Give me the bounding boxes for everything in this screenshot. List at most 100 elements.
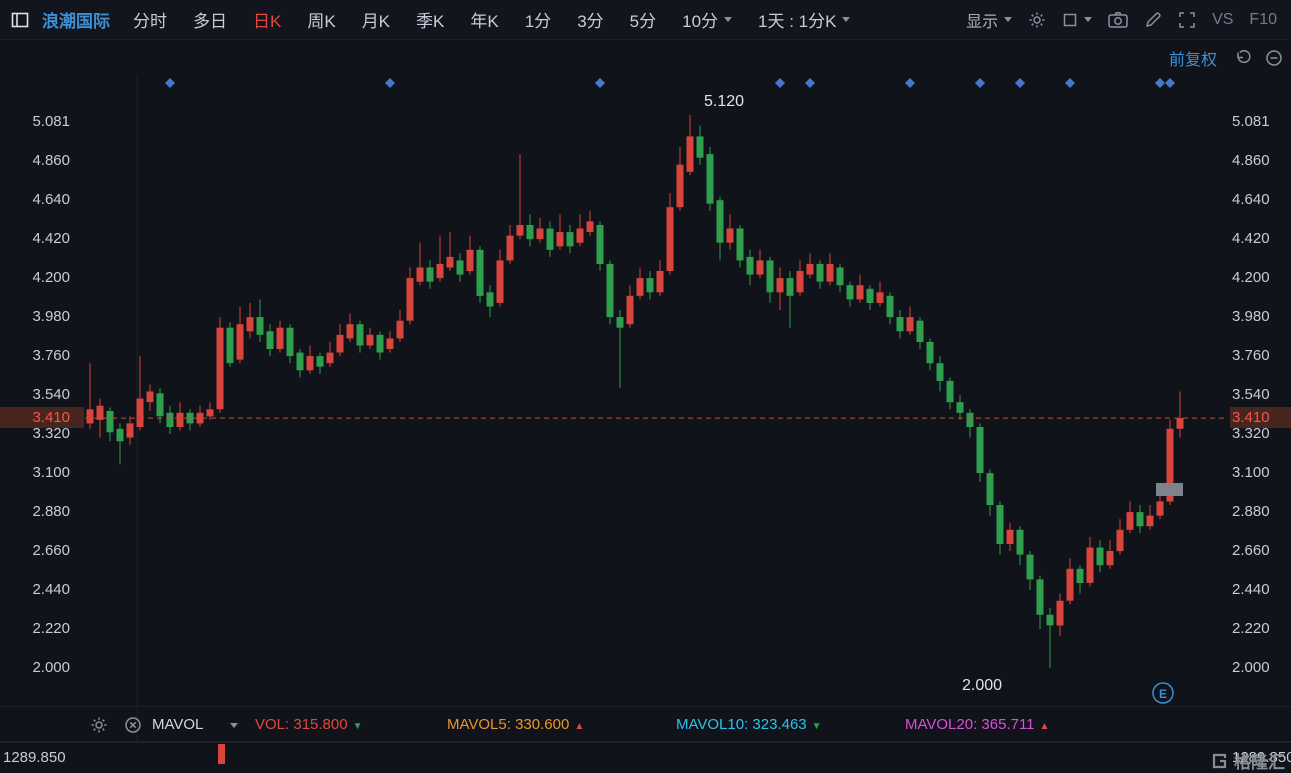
- indicator-settings-icon[interactable]: [90, 716, 108, 739]
- candle[interactable]: [516, 225, 524, 236]
- candle[interactable]: [1066, 568, 1074, 601]
- candle[interactable]: [786, 278, 794, 296]
- candle[interactable]: [576, 228, 584, 243]
- candle[interactable]: [476, 249, 484, 296]
- candle[interactable]: [956, 402, 964, 413]
- candle[interactable]: [706, 154, 714, 204]
- camera-icon[interactable]: [1108, 11, 1128, 28]
- pencil-icon[interactable]: [1144, 11, 1162, 29]
- candle[interactable]: [446, 256, 454, 268]
- event-marker-icon[interactable]: [595, 78, 605, 88]
- event-marker-icon[interactable]: [1015, 78, 1025, 88]
- candle[interactable]: [816, 263, 824, 282]
- candle[interactable]: [176, 412, 184, 427]
- candle[interactable]: [296, 352, 304, 371]
- candle[interactable]: [566, 232, 574, 247]
- candle[interactable]: [826, 263, 834, 282]
- candle[interactable]: [936, 363, 944, 381]
- event-marker-icon[interactable]: [1065, 78, 1075, 88]
- candle[interactable]: [316, 356, 324, 367]
- indicator-close-icon[interactable]: [124, 716, 142, 739]
- fullscreen-icon[interactable]: [1178, 11, 1196, 29]
- candle[interactable]: [436, 263, 444, 279]
- stock-name[interactable]: 浪潮国际: [42, 12, 110, 31]
- candle[interactable]: [396, 320, 404, 339]
- candle[interactable]: [866, 288, 874, 303]
- candle[interactable]: [496, 260, 504, 303]
- candle[interactable]: [836, 267, 844, 286]
- vs-button[interactable]: VS: [1212, 10, 1234, 28]
- indicator-name[interactable]: MAVOL: [152, 716, 204, 733]
- event-badge-circle[interactable]: [1152, 682, 1174, 704]
- candle[interactable]: [656, 271, 664, 293]
- candle[interactable]: [506, 235, 514, 261]
- candle[interactable]: [486, 292, 494, 307]
- candle[interactable]: [906, 317, 914, 332]
- candle[interactable]: [1116, 529, 1124, 552]
- candle[interactable]: [326, 352, 334, 364]
- adjust-mode-link[interactable]: 前复权: [1168, 52, 1217, 69]
- candle[interactable]: [966, 412, 974, 427]
- tab-3分[interactable]: 3分: [577, 12, 604, 31]
- candle[interactable]: [346, 324, 354, 339]
- tab-1分[interactable]: 1分: [524, 12, 552, 31]
- candle[interactable]: [1096, 547, 1104, 566]
- event-marker-icon[interactable]: [385, 78, 395, 88]
- event-marker-icon[interactable]: [775, 78, 785, 88]
- candle[interactable]: [546, 228, 554, 250]
- candle[interactable]: [996, 505, 1004, 544]
- candle[interactable]: [526, 225, 534, 240]
- candle[interactable]: [1016, 529, 1024, 555]
- event-marker-icon[interactable]: [1155, 78, 1165, 88]
- candle[interactable]: [1026, 554, 1034, 580]
- candle[interactable]: [586, 221, 594, 232]
- candle[interactable]: [616, 317, 624, 328]
- candle[interactable]: [776, 278, 784, 293]
- candle[interactable]: [646, 278, 654, 293]
- candle[interactable]: [116, 428, 124, 442]
- candle[interactable]: [1076, 568, 1084, 583]
- candle[interactable]: [266, 331, 274, 349]
- indicator-vol[interactable]: VOL: 315.800 ▼: [255, 716, 362, 733]
- candle[interactable]: [86, 409, 94, 424]
- tab-5分[interactable]: 5分: [629, 12, 657, 31]
- candle[interactable]: [876, 292, 884, 303]
- candle[interactable]: [946, 380, 954, 403]
- candle[interactable]: [466, 249, 474, 272]
- candle[interactable]: [226, 327, 234, 364]
- candle[interactable]: [886, 295, 894, 318]
- candle[interactable]: [376, 334, 384, 353]
- candle[interactable]: [606, 263, 614, 318]
- candle[interactable]: [416, 267, 424, 282]
- candle[interactable]: [806, 263, 814, 275]
- candle[interactable]: [286, 327, 294, 357]
- candle[interactable]: [1106, 551, 1114, 566]
- candle[interactable]: [1136, 512, 1144, 527]
- tab-1天 : 1分K[interactable]: 1天 : 1分K: [758, 7, 851, 32]
- candle[interactable]: [156, 393, 164, 417]
- candle[interactable]: [596, 225, 604, 264]
- event-marker-icon[interactable]: [805, 78, 815, 88]
- candle[interactable]: [1176, 418, 1184, 429]
- candle[interactable]: [146, 391, 154, 403]
- event-marker-icon[interactable]: [1165, 78, 1175, 88]
- f10-button[interactable]: F10: [1249, 10, 1277, 28]
- candle[interactable]: [166, 412, 174, 427]
- indicator-mavol10[interactable]: MAVOL10: 323.463 ▼: [676, 716, 822, 733]
- candle[interactable]: [366, 334, 374, 346]
- candle[interactable]: [676, 164, 684, 208]
- candle[interactable]: [686, 136, 694, 172]
- candle[interactable]: [636, 278, 644, 296]
- candle[interactable]: [626, 295, 634, 325]
- candle[interactable]: [1086, 547, 1094, 583]
- gear-icon[interactable]: [1028, 11, 1046, 29]
- candle[interactable]: [336, 334, 344, 353]
- candle[interactable]: [556, 232, 564, 247]
- indicator-mavol20[interactable]: MAVOL20: 365.711 ▲: [905, 716, 1049, 733]
- candle[interactable]: [256, 317, 264, 335]
- candle[interactable]: [236, 324, 244, 360]
- candle[interactable]: [896, 317, 904, 332]
- event-marker-icon[interactable]: [975, 78, 985, 88]
- candle[interactable]: [406, 278, 414, 321]
